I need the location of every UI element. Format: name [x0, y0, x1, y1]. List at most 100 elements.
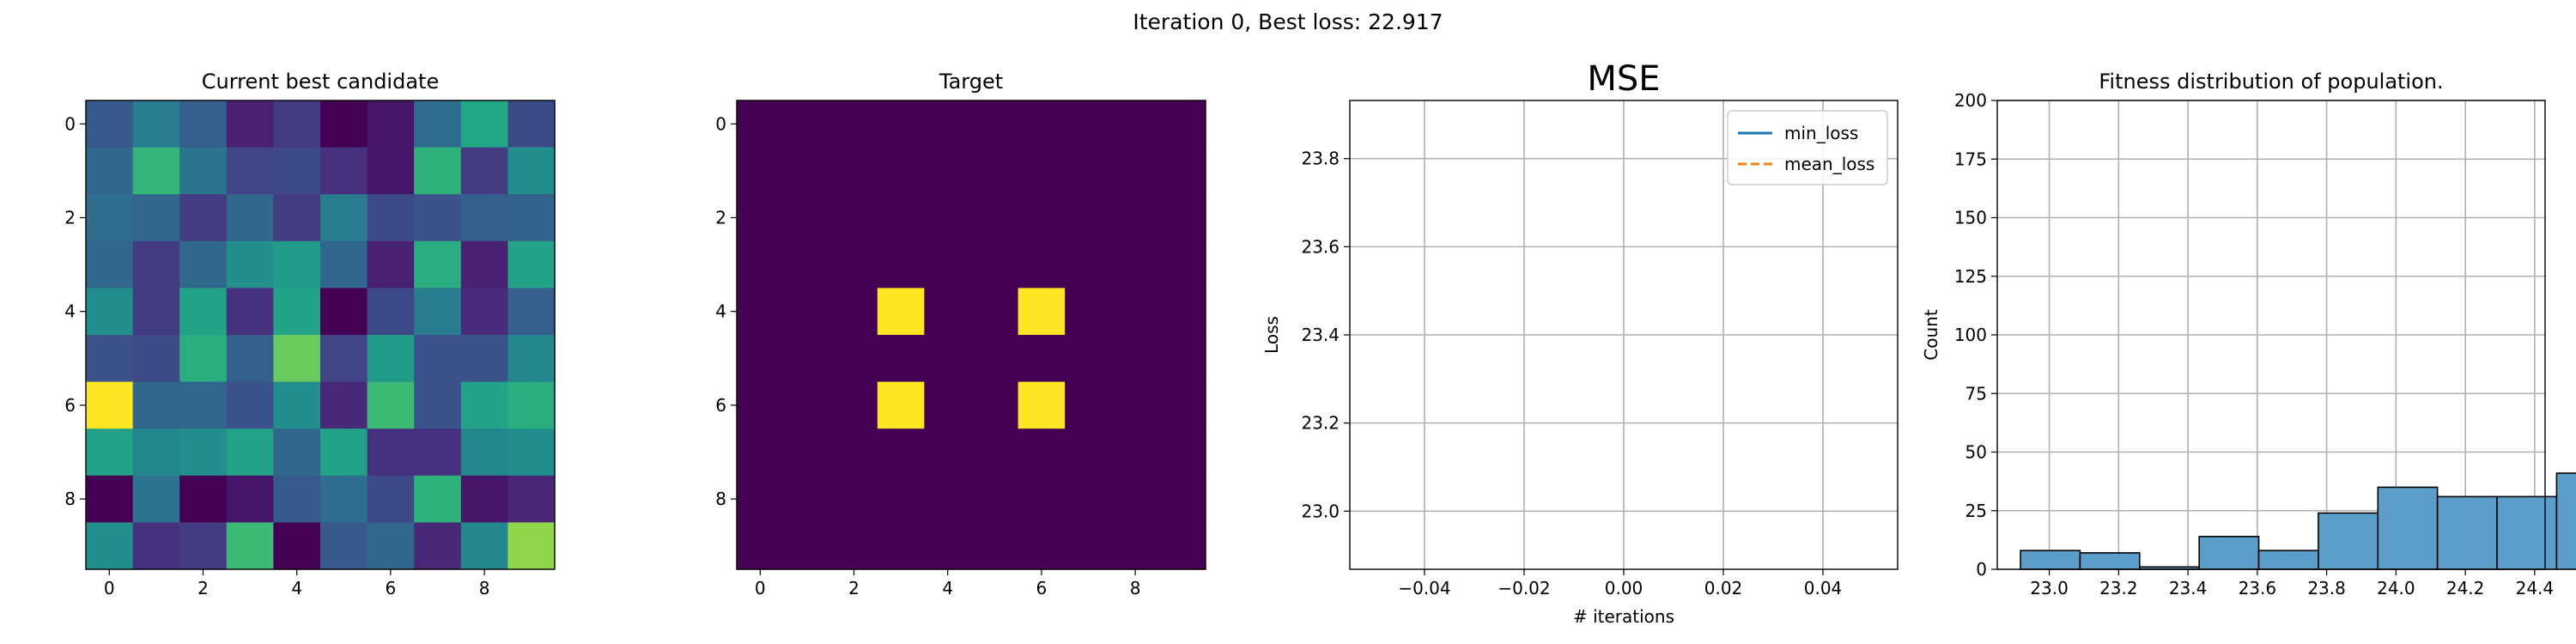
heatmap-cell — [877, 428, 925, 477]
heatmap-cell — [971, 475, 1019, 523]
heatmap-cell — [924, 288, 972, 336]
heatmap-cell — [877, 335, 925, 383]
histogram-plot-3: Fitness distribution of population. 23.0 2… — [1921, 70, 2576, 598]
heatmap-plot-1: Target 0 2 4 6 8 0 2 4 6 8 — [715, 70, 1206, 598]
subplots: Current best candidate 0 2 4 6 8 0 2 4 6 8 Target 0 2… — [64, 59, 2576, 627]
heatmap-cell — [1065, 147, 1113, 195]
histogram-bar — [2020, 550, 2081, 570]
heatmap-cell — [507, 288, 556, 336]
heatmap-cell — [179, 381, 228, 429]
heatmap-cell — [460, 240, 508, 289]
heatmap-cell — [877, 522, 925, 570]
heatmap-cell — [132, 428, 180, 477]
y-tick-label: 2 — [64, 208, 76, 228]
y-tick-label: 6 — [715, 395, 726, 416]
heatmap-cell — [737, 100, 785, 149]
heatmap-cell — [507, 428, 556, 477]
heatmap-cell — [1018, 240, 1066, 289]
heatmap-cell — [273, 240, 321, 289]
heatmap-cell — [971, 147, 1019, 195]
heatmap-cell — [86, 428, 134, 477]
heatmap-cell — [367, 240, 415, 289]
heatmap-cell — [1111, 288, 1159, 336]
heatmap-cell — [924, 240, 972, 289]
heatmap-cell — [132, 522, 180, 570]
heatmap-cell — [783, 381, 831, 429]
heatmap-cell — [783, 288, 831, 336]
heatmap-cell — [737, 335, 785, 383]
heatmap-cell — [924, 381, 972, 429]
x-axis-label: # iterations — [1573, 606, 1674, 627]
heatmap-cell — [1018, 475, 1066, 523]
heatmap-cell — [830, 335, 878, 383]
heatmap-cell — [86, 381, 134, 429]
heatmap-cell — [226, 522, 274, 570]
heatmap-cell — [737, 194, 785, 242]
heatmap-cell — [320, 240, 368, 289]
histogram-bar — [2257, 550, 2319, 570]
heatmap-cell — [367, 147, 415, 195]
y-tick-label: 50 — [1965, 442, 1987, 463]
heatmap-cell — [924, 428, 972, 477]
y-tick-label: 0 — [64, 113, 76, 134]
line-plot-2: MSE −0.04 −0.02 0.00 0.02 0.04 23.0 23.2 23.4 23.… — [1261, 59, 1899, 627]
heatmap-cell — [877, 147, 925, 195]
heatmap-cell — [971, 428, 1019, 477]
heatmap-cell — [877, 240, 925, 289]
x-tick-label: 24.2 — [2446, 578, 2485, 598]
heatmap-cell — [320, 335, 368, 383]
heatmap-cell — [924, 147, 972, 195]
heatmap-plot-0: Current best candidate 0 2 4 6 8 0 2 4 6 8 — [64, 70, 556, 598]
x-tick-label: 8 — [479, 578, 490, 598]
heatmap-cell — [414, 240, 462, 289]
heatmap-cell — [830, 100, 878, 149]
heatmap-cell — [1158, 475, 1206, 523]
heatmap-cell — [1111, 100, 1159, 149]
heatmap-cell — [179, 522, 228, 570]
heatmap-cell — [132, 147, 180, 195]
heatmap-cell — [273, 428, 321, 477]
x-tick-label: 24.4 — [2516, 578, 2555, 598]
axes-frame — [1349, 100, 1899, 570]
heatmap-cell — [1065, 475, 1113, 523]
heatmap-cell — [783, 100, 831, 149]
heatmap-cell — [273, 147, 321, 195]
x-tick-label: 23.2 — [2099, 578, 2138, 598]
heatmap-cell — [737, 381, 785, 429]
y-tick-label: 23.4 — [1301, 325, 1340, 345]
heatmap-cell — [179, 194, 228, 242]
heatmap-cell — [320, 147, 368, 195]
heatmap-cell — [320, 288, 368, 336]
heatmap-cell — [1018, 194, 1066, 242]
heatmap-cell — [132, 475, 180, 523]
heatmap-cell — [460, 475, 508, 523]
y-tick-label: 125 — [1954, 266, 1987, 287]
heatmap-cell — [971, 522, 1019, 570]
heatmap-cell — [783, 147, 831, 195]
y-tick-label: 100 — [1954, 325, 1987, 345]
heatmap-cell — [226, 381, 274, 429]
y-tick-label: 8 — [64, 489, 76, 509]
heatmap-cell — [460, 335, 508, 383]
heatmap-cell — [830, 240, 878, 289]
heatmap-cell — [179, 288, 228, 336]
heatmap-cell — [971, 381, 1019, 429]
y-tick-label: 23.0 — [1301, 501, 1340, 521]
histogram-bar — [2079, 552, 2141, 570]
heatmap-cell — [320, 381, 368, 429]
heatmap-cell — [971, 335, 1019, 383]
histogram-bar — [2496, 495, 2558, 570]
heatmap-cell — [179, 335, 228, 383]
heatmap-cell — [507, 194, 556, 242]
heatmap-cell — [1111, 240, 1159, 289]
heatmap-cell — [1111, 522, 1159, 570]
x-tick-label: 24.0 — [2377, 578, 2415, 598]
heatmap-cell — [877, 475, 925, 523]
y-tick-label: 75 — [1965, 383, 1987, 404]
heatmap-cell — [414, 100, 462, 149]
heatmap-cell — [320, 428, 368, 477]
heatmap-cell — [460, 147, 508, 195]
heatmap-cell — [783, 335, 831, 383]
x-tick-label: −0.04 — [1398, 578, 1450, 598]
y-tick-label: 6 — [64, 395, 76, 416]
